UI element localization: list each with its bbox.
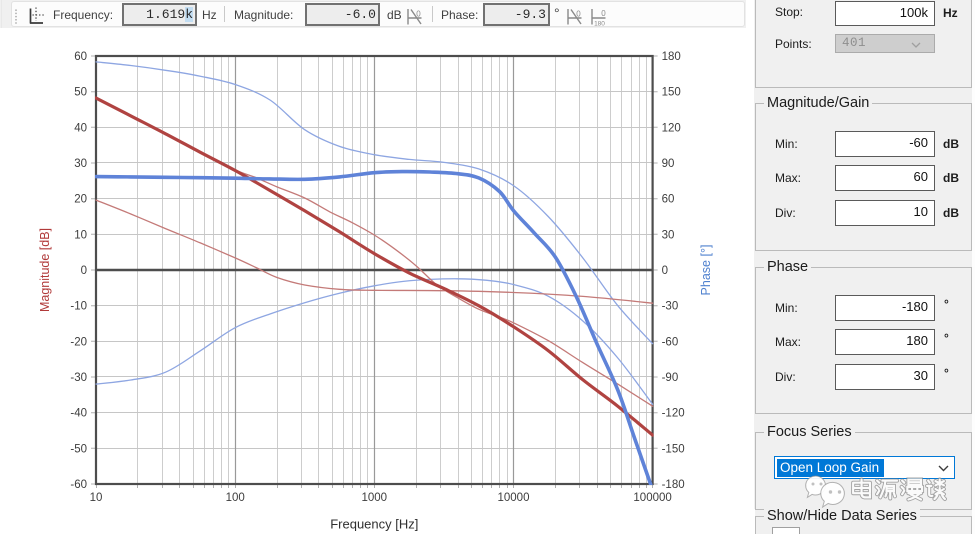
svg-text:-40: -40	[70, 408, 87, 420]
svg-text:10: 10	[90, 492, 103, 504]
svg-text:180: 180	[662, 51, 681, 63]
svg-text:30: 30	[662, 229, 675, 241]
svg-text:120: 120	[662, 122, 681, 134]
svg-text:180: 180	[594, 21, 605, 28]
svg-text:50: 50	[74, 87, 87, 99]
svg-text:-10: -10	[70, 301, 87, 313]
svg-text:40: 40	[74, 122, 87, 134]
svg-text:30: 30	[74, 158, 87, 170]
svg-text:-180: -180	[662, 479, 685, 491]
svg-text:100000: 100000	[633, 492, 671, 504]
svg-text:-60: -60	[70, 479, 87, 491]
svg-text:0: 0	[662, 265, 668, 277]
svg-text:1000: 1000	[362, 492, 388, 504]
svg-text:60: 60	[662, 194, 675, 206]
svg-text:-20: -20	[70, 336, 87, 348]
svg-text:-120: -120	[662, 408, 685, 420]
svg-text:20: 20	[74, 194, 87, 206]
svg-text:0: 0	[576, 10, 581, 19]
svg-text:10000: 10000	[498, 492, 530, 504]
svg-text:-90: -90	[662, 372, 679, 384]
svg-text:Magnitude [dB]: Magnitude [dB]	[38, 228, 52, 312]
svg-text:-30: -30	[70, 372, 87, 384]
svg-text:-30: -30	[662, 301, 679, 313]
svg-text:10: 10	[74, 229, 87, 241]
svg-text:Frequency [Hz]: Frequency [Hz]	[330, 517, 418, 532]
svg-text:0: 0	[601, 9, 606, 18]
svg-text:-150: -150	[662, 443, 685, 455]
svg-text:-60: -60	[662, 336, 679, 348]
svg-text:60: 60	[74, 51, 87, 63]
svg-text:150: 150	[662, 87, 681, 99]
svg-text:Phase [°]: Phase [°]	[699, 245, 713, 296]
svg-text:100: 100	[226, 492, 245, 504]
svg-text:90: 90	[662, 158, 675, 170]
svg-text:0: 0	[416, 10, 421, 19]
svg-text:0: 0	[81, 265, 87, 277]
svg-text:-50: -50	[70, 443, 87, 455]
